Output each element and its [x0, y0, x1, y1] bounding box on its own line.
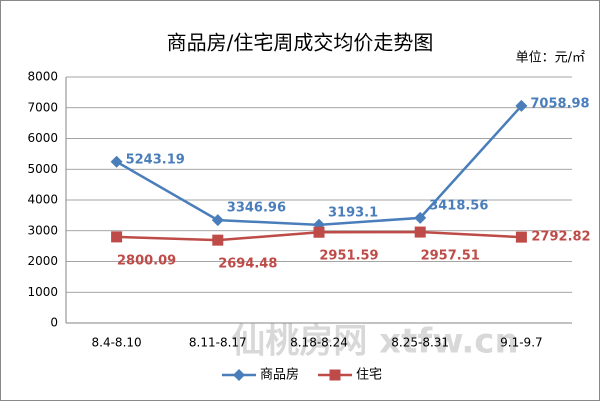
- y-tick-label: 4000: [27, 193, 58, 207]
- data-label: 2951.59: [319, 249, 378, 264]
- point: [212, 234, 224, 246]
- data-label: 2792.82: [531, 230, 590, 245]
- unit-label: 单位：元/㎡: [516, 51, 585, 66]
- data-label: 2694.48: [218, 257, 277, 272]
- data-label: 3418.56: [429, 198, 488, 213]
- x-tick-label: 8.25-8.31: [391, 336, 449, 350]
- legend-label: 住宅: [356, 368, 382, 383]
- legend-marker: [233, 369, 245, 381]
- y-tick-label: 1000: [27, 285, 58, 299]
- data-label: 2800.09: [117, 253, 176, 268]
- data-label: 7058.98: [530, 96, 589, 111]
- y-tick-label: 2000: [27, 254, 58, 268]
- point: [414, 211, 427, 224]
- x-tick-label: 8.11-8.17: [189, 336, 247, 350]
- x-tick-label: 8.18-8.24: [290, 336, 348, 350]
- watermark: 仙桃房网 xtfw.cn: [231, 322, 518, 362]
- point: [414, 226, 426, 238]
- chart-title: 商品房/住宅周成交均价走势图: [167, 31, 434, 55]
- y-tick-label: 3000: [27, 223, 58, 237]
- point: [111, 231, 123, 243]
- y-tick-label: 0: [50, 316, 58, 330]
- data-label: 3193.1: [328, 205, 378, 220]
- legend-marker: [329, 369, 341, 381]
- data-label: 2957.51: [421, 249, 480, 264]
- y-tick-label: 6000: [27, 131, 58, 145]
- data-label: 3346.96: [227, 201, 286, 216]
- legend-label: 商品房: [260, 367, 299, 383]
- x-tick-label: 8.4-8.10: [92, 336, 142, 350]
- y-tick-label: 7000: [27, 100, 58, 114]
- y-tick-label: 8000: [27, 70, 58, 84]
- point: [110, 155, 123, 168]
- data-label: 5243.19: [126, 152, 185, 167]
- point: [211, 214, 224, 227]
- y-tick-label: 5000: [27, 162, 58, 176]
- x-tick-label: 9.1-9.7: [500, 336, 543, 350]
- point: [515, 231, 527, 243]
- point: [515, 99, 528, 112]
- point: [313, 226, 325, 238]
